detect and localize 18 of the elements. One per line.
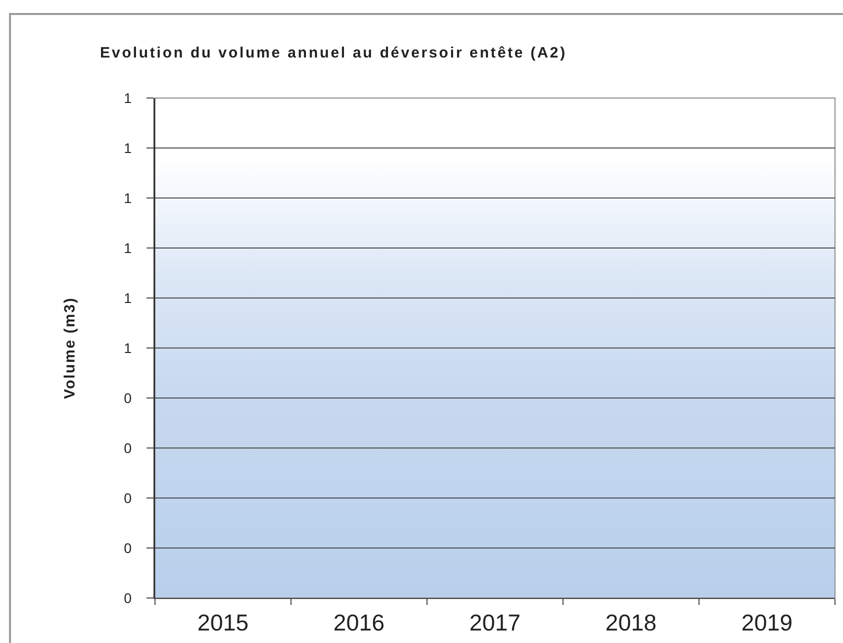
y-tick-label: 1	[124, 340, 132, 356]
x-tick-label: 2015	[197, 610, 249, 636]
y-tick-label: 0	[124, 590, 132, 606]
x-tick-label: 2016	[333, 610, 385, 636]
x-tick-label: 2017	[469, 610, 521, 636]
y-tick-label: 0	[124, 490, 132, 506]
y-tick-label: 0	[124, 540, 132, 556]
y-tick-label: 1	[124, 140, 132, 156]
x-tick-label: 2019	[741, 610, 793, 636]
y-tick-label: 0	[124, 440, 132, 456]
y-tick-label: 1	[124, 240, 132, 256]
y-tick-label: 1	[124, 90, 132, 106]
y-axis-title: Volume (m3)	[61, 296, 78, 400]
y-tick-label: 1	[124, 290, 132, 306]
x-tick-label: 2018	[605, 610, 657, 636]
chart-title: Evolution du volume annuel au déversoir entête (A2)	[100, 44, 567, 62]
y-tick-label: 1	[124, 190, 132, 206]
y-tick-label: 0	[124, 390, 132, 406]
